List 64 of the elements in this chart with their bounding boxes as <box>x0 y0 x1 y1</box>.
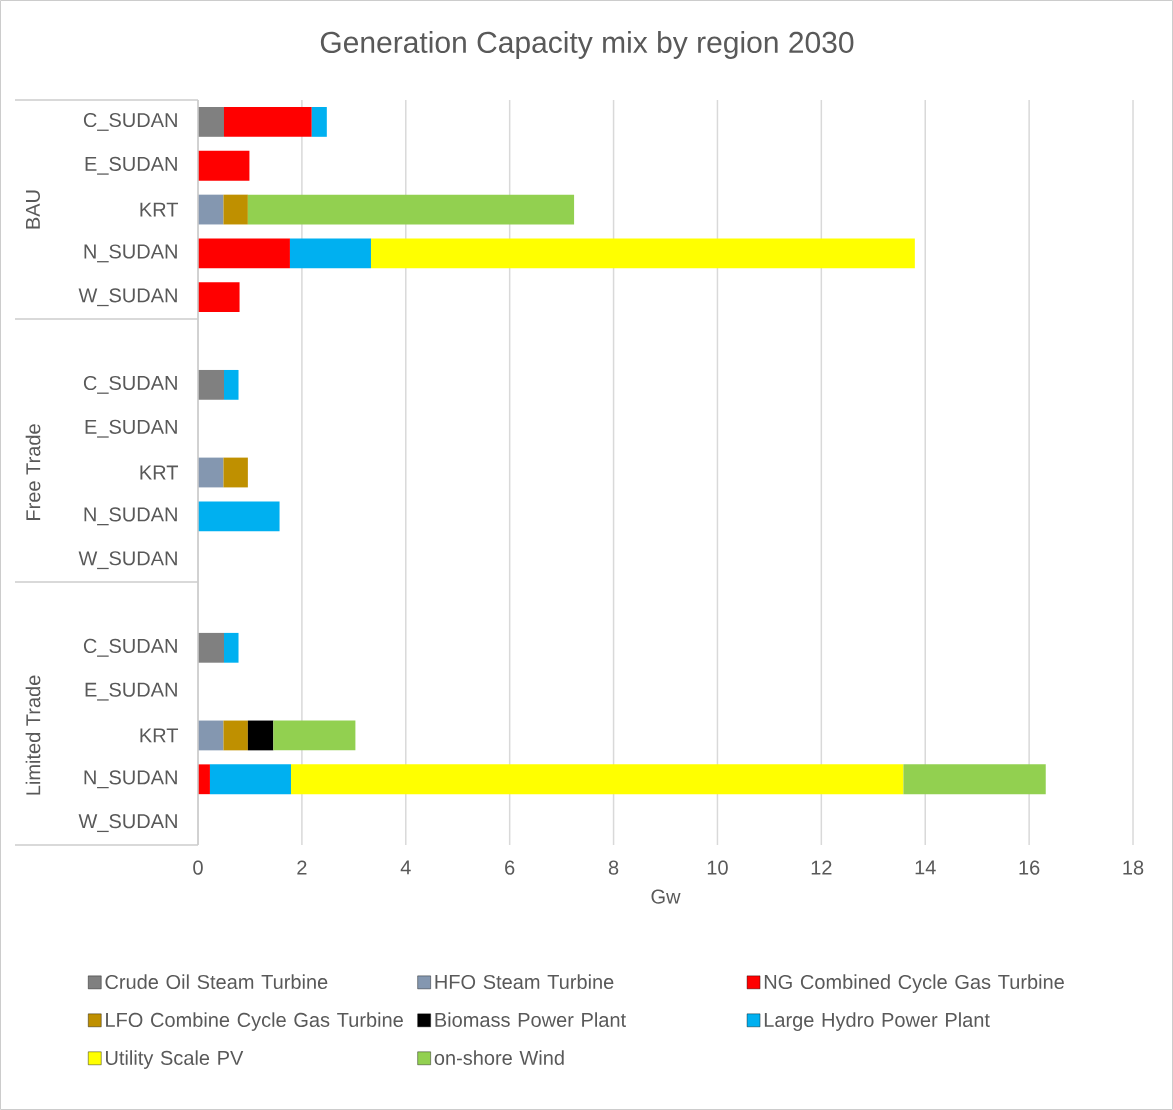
bar <box>247 720 274 751</box>
y-tick-label: E_SUDAN <box>85 419 177 438</box>
x-tick-label: 10 <box>707 860 728 875</box>
y-tick-label: E_SUDAN <box>85 682 177 701</box>
bar <box>223 107 312 137</box>
text: Limited Trade <box>25 675 41 795</box>
x-tick-label: 18 <box>1123 860 1144 875</box>
x-tick-label: 14 <box>915 860 936 875</box>
bar <box>370 238 915 269</box>
y-tick-label: KRT <box>140 465 179 480</box>
bar <box>198 282 240 313</box>
legend-label: Large Hydro Power Plant <box>764 1012 990 1031</box>
bar <box>247 194 575 225</box>
x-tick-label: 4 <box>400 860 411 875</box>
bar <box>223 369 239 400</box>
y-tick-label: W_SUDAN <box>78 288 177 307</box>
x-tick-label: 16 <box>1019 860 1040 875</box>
bar <box>198 238 290 269</box>
bar <box>198 457 224 488</box>
text: BAU <box>26 190 40 229</box>
legend-label: Crude Oil Steam Turbine <box>105 974 328 990</box>
x-tick-label: 0 <box>193 860 203 875</box>
x-tick-label: 6 <box>505 860 515 875</box>
legend-label: on-shore Wind <box>434 1050 564 1065</box>
bar <box>273 720 356 751</box>
text: Free Trade <box>25 424 41 520</box>
legend-label: LFO Combine Cycle Gas Turbine <box>106 1012 403 1031</box>
y-tick-label: W_SUDAN <box>78 551 177 570</box>
bar <box>198 150 250 181</box>
bar <box>223 632 239 663</box>
y-tick-label: N_SUDAN <box>84 770 177 789</box>
x-tick-label: 2 <box>297 860 307 875</box>
bar <box>903 764 1046 795</box>
bar <box>198 632 224 663</box>
bar <box>223 194 248 225</box>
bar <box>209 764 291 795</box>
bar <box>290 764 904 795</box>
y-tick-label: N_SUDAN <box>84 507 177 526</box>
chart-title: Generation Capacity mix by region 2030 <box>320 31 854 59</box>
bar <box>223 457 248 488</box>
x-axis-title: Gw <box>651 889 681 904</box>
y-tick-label: KRT <box>140 728 179 743</box>
bar <box>311 107 327 137</box>
legend-label: HFO Steam Turbine <box>435 974 614 990</box>
bar <box>198 107 224 137</box>
x-tick-label: 8 <box>608 860 619 875</box>
bar <box>198 720 224 751</box>
bar <box>289 238 371 269</box>
y-tick-label: N_SUDAN <box>84 244 177 263</box>
bar <box>223 720 248 751</box>
y-tick-label: W_SUDAN <box>78 814 177 833</box>
y-tick-label: C_SUDAN <box>83 638 177 657</box>
bar <box>198 194 224 225</box>
y-tick-label: C_SUDAN <box>83 112 177 131</box>
y-tick-label: E_SUDAN <box>85 156 177 175</box>
bar <box>198 764 210 795</box>
x-tick-label: 12 <box>811 860 832 875</box>
bar <box>198 369 224 400</box>
y-tick-label: KRT <box>140 202 179 217</box>
bar <box>198 501 280 532</box>
legend-label: Utility Scale PV <box>106 1050 244 1069</box>
legend-label: NG Combined Cycle Gas Turbine <box>764 974 1064 993</box>
legend-label: Biomass Power Plant <box>435 1012 626 1028</box>
y-tick-label: C_SUDAN <box>83 375 177 394</box>
